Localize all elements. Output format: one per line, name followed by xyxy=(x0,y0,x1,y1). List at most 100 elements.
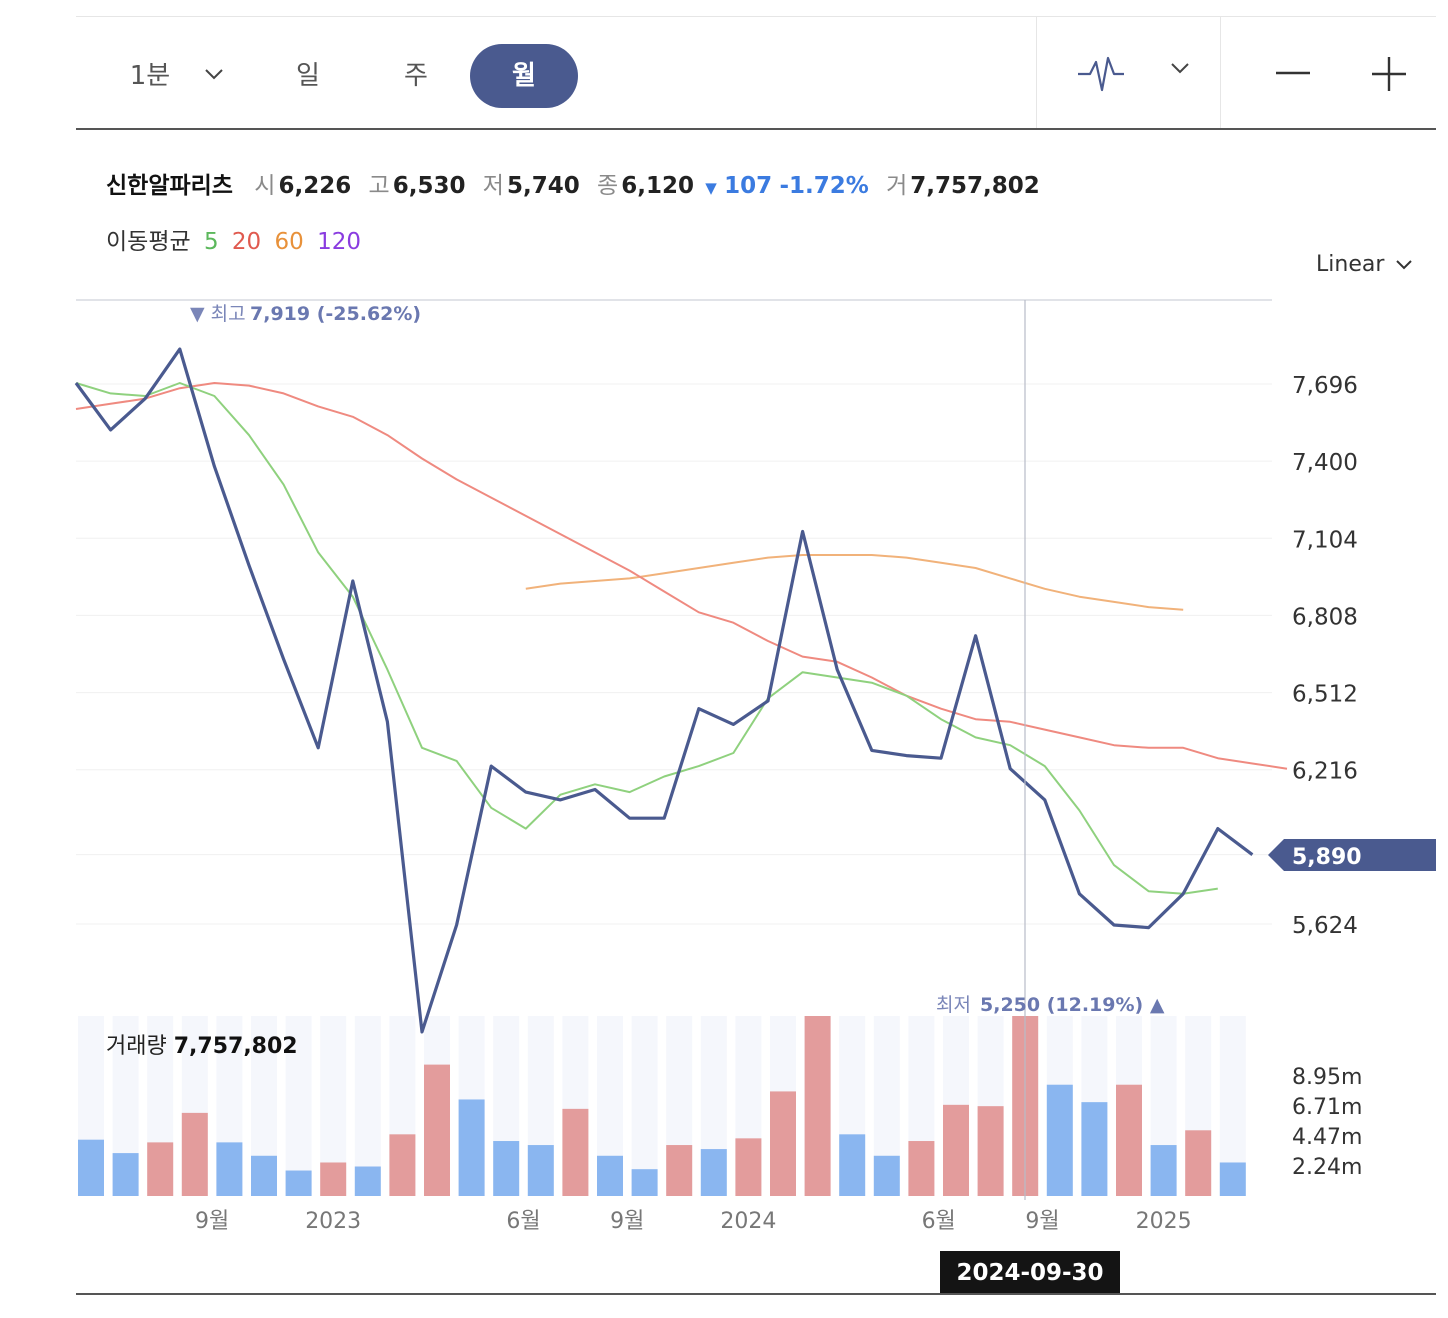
volume-bar xyxy=(354,1166,381,1196)
volume-bar xyxy=(147,1142,174,1196)
volume-bar xyxy=(666,1145,693,1196)
volume-bar xyxy=(112,1153,139,1196)
volume-bar xyxy=(527,1145,554,1196)
volume-bar xyxy=(873,1155,900,1196)
tab-minute[interactable]: 1분 xyxy=(129,61,171,91)
moving-average-legend: 이동평균 5 20 60 120 xyxy=(106,222,361,256)
volume-bar xyxy=(562,1108,589,1196)
volume-bars xyxy=(78,1016,1246,1196)
volume-bar xyxy=(700,1149,727,1196)
x-tick-label: 9월 xyxy=(195,1209,229,1234)
ma-label: 이동평균 xyxy=(106,229,191,255)
max-label: ▼ 최고 xyxy=(190,303,246,325)
volume-bar xyxy=(78,1139,104,1196)
close-value: 6,120 xyxy=(621,173,694,199)
down-arrow-icon: ▼ xyxy=(705,179,717,197)
volume-bar xyxy=(1219,1162,1246,1196)
tab-month[interactable]: 월 xyxy=(470,44,578,108)
x-tick-label: 2024 xyxy=(720,1209,776,1234)
current-price-label: 5,890 xyxy=(1292,845,1362,870)
top-border xyxy=(76,16,1436,17)
y-tick-label: 6,216 xyxy=(1292,759,1358,785)
y-tick-label: 6,512 xyxy=(1292,682,1358,708)
x-tick-label: 2025 xyxy=(1136,1209,1192,1234)
y-tick-label: 7,104 xyxy=(1292,527,1358,553)
tab-day[interactable]: 일 xyxy=(296,61,320,91)
current-price-tag: 5,890 xyxy=(1268,839,1436,871)
volume-label: 거 xyxy=(886,173,908,199)
quote-info: 신한알파리츠 시 6,226 고 6,530 저 5,740 종 6,120 ▼ 107… xyxy=(106,166,1050,200)
scale-dropdown[interactable]: Linear xyxy=(1316,252,1413,277)
volume-bar xyxy=(631,1169,658,1196)
chevron-down-icon[interactable] xyxy=(1170,62,1190,76)
volume-tick-label: 4.47m xyxy=(1292,1125,1362,1150)
volume-tick-label: 8.95m xyxy=(1292,1065,1362,1090)
volume-bar xyxy=(1150,1145,1177,1196)
bottom-border xyxy=(76,1293,1436,1295)
open-label: 시 xyxy=(254,173,276,199)
minus-icon[interactable] xyxy=(1274,60,1312,86)
close-label: 종 xyxy=(597,173,619,199)
x-tick-label: 9월 xyxy=(610,1209,644,1234)
high-value: 6,530 xyxy=(392,173,466,199)
volume-bar xyxy=(424,1064,450,1196)
volume-tick-label: 2.24m xyxy=(1292,1155,1362,1180)
volume-bar xyxy=(1185,1130,1212,1196)
chevron-down-icon[interactable] xyxy=(204,68,224,82)
ma-60[interactable]: 60 xyxy=(274,229,304,255)
volume-bar xyxy=(320,1162,347,1196)
plus-icon[interactable] xyxy=(1370,55,1408,93)
y-tick-label: 6,808 xyxy=(1292,604,1358,630)
volume-bar xyxy=(389,1134,416,1196)
volume-bar xyxy=(1046,1084,1073,1196)
ma5-line xyxy=(75,382,1218,895)
volume-bar-bg xyxy=(285,1016,312,1196)
x-axis-ticks: 9월 2023 6월 9월 2024 6월 9월 2025 xyxy=(195,1209,1192,1234)
volume-axis-ticks: 8.95m 6.71m 4.47m 2.24m xyxy=(1292,1065,1362,1180)
volume-bar-bg xyxy=(354,1016,381,1196)
ma-5[interactable]: 5 xyxy=(203,229,219,255)
min-value: 5,250 (12.19%) ▲ xyxy=(980,994,1165,1016)
series-lines xyxy=(74,347,1288,1034)
selected-date-tag: 2024-09-30 xyxy=(940,1251,1120,1295)
stock-name: 신한알파리츠 xyxy=(106,173,233,199)
min-label: 최저 xyxy=(936,994,971,1016)
current-price-tag-bg xyxy=(1268,839,1436,871)
high-label: 고 xyxy=(368,173,390,199)
max-annotation: ▼ 최고 7,919 (-25.62%) xyxy=(190,303,421,325)
volume-bar xyxy=(493,1141,520,1196)
volume-panel-title: 거래량 xyxy=(106,1034,167,1059)
volume-bar xyxy=(735,1138,762,1196)
volume-bar xyxy=(770,1091,796,1196)
price-line xyxy=(74,347,1254,1034)
toolbar-divider xyxy=(76,128,1436,130)
scale-label: Linear xyxy=(1316,252,1385,277)
ma-20[interactable]: 20 xyxy=(231,229,262,255)
toolbar-separator xyxy=(1220,17,1221,128)
volume-bar xyxy=(458,1099,485,1196)
low-value: 5,740 xyxy=(506,173,580,199)
chevron-down-icon xyxy=(1396,260,1413,270)
ma-120[interactable]: 120 xyxy=(317,229,361,255)
volume-bar xyxy=(977,1106,1004,1196)
min-annotation: 최저 5,250 (12.19%) ▲ xyxy=(936,994,1165,1016)
change-percent: -1.72% xyxy=(779,173,869,199)
ma20-line xyxy=(75,382,1288,770)
y-tick-label: 7,400 xyxy=(1292,450,1358,476)
volume-panel-label: 거래량 7,757,802 xyxy=(106,1028,298,1060)
open-value: 6,226 xyxy=(278,173,352,199)
line-wave-icon[interactable] xyxy=(1076,54,1126,94)
volume-bar xyxy=(597,1155,623,1196)
volume-bar xyxy=(908,1141,935,1196)
x-tick-label: 2023 xyxy=(305,1209,361,1234)
volume-bar xyxy=(839,1134,866,1196)
volume-bar-bg xyxy=(631,1016,658,1196)
volume-bar xyxy=(943,1104,969,1196)
toolbar-separator xyxy=(1036,17,1037,128)
x-tick-label: 9월 xyxy=(1025,1209,1059,1234)
tab-week[interactable]: 주 xyxy=(404,61,428,91)
volume-bar xyxy=(216,1142,243,1196)
volume-bar xyxy=(1081,1102,1108,1196)
y-tick-label: 5,624 xyxy=(1292,913,1358,939)
